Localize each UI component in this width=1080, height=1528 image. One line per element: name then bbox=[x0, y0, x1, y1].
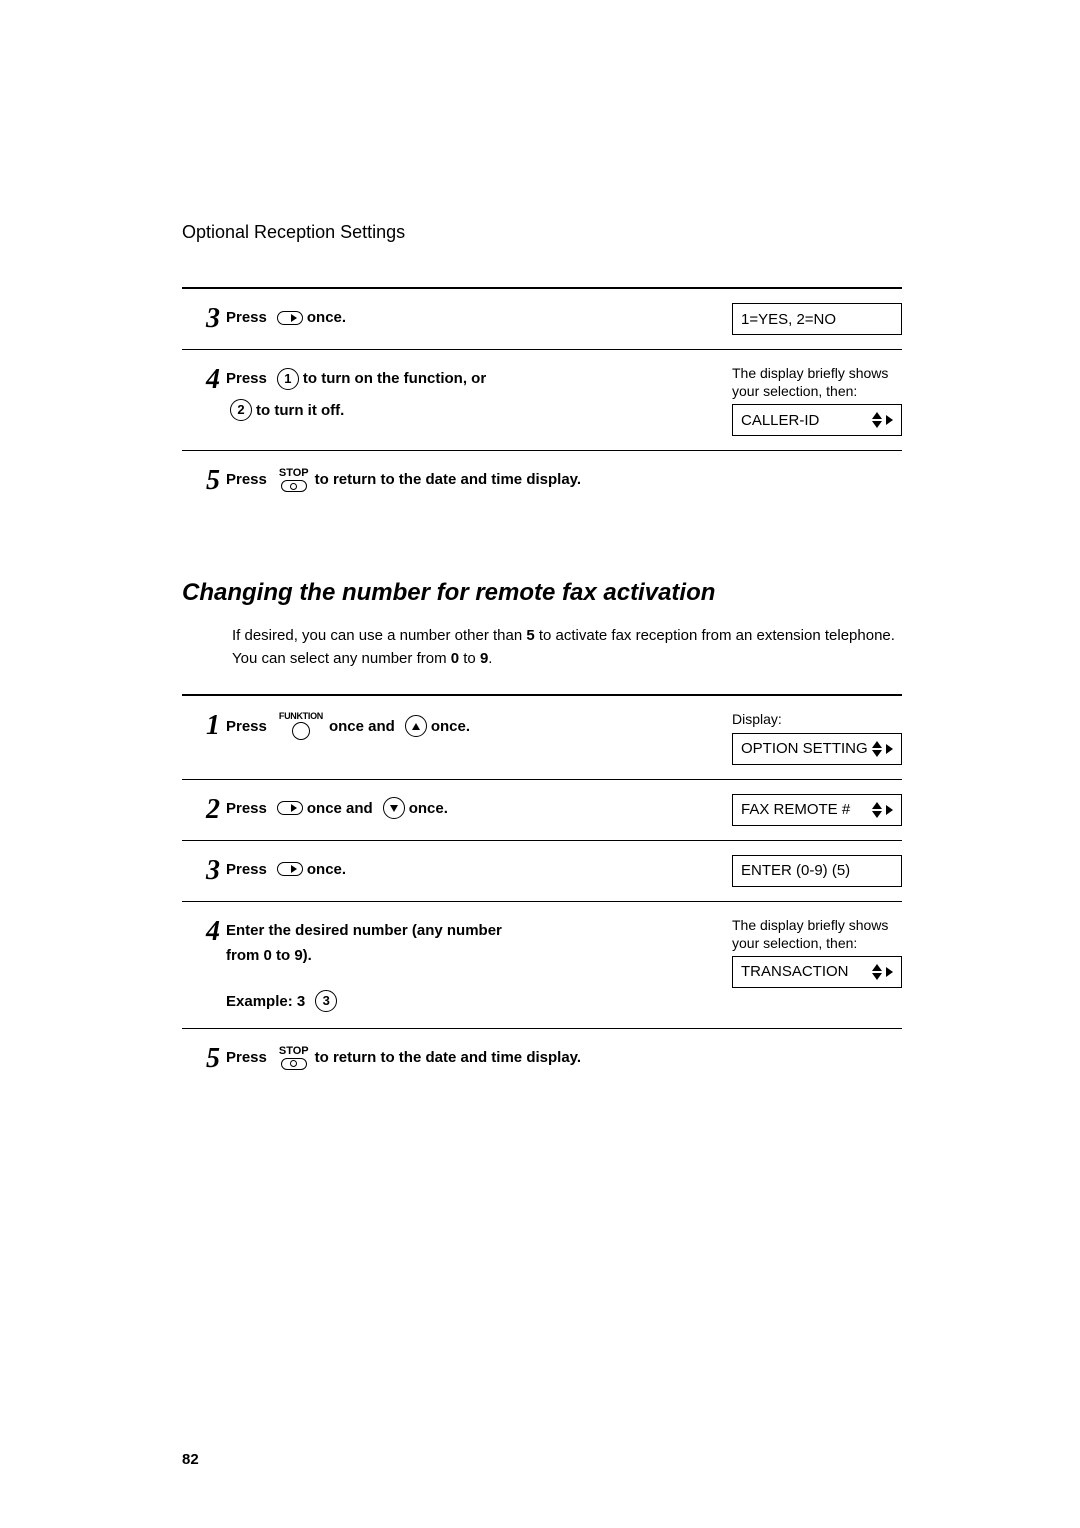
display-text: OPTION SETTING bbox=[741, 740, 868, 757]
display-text: FAX REMOTE # bbox=[741, 801, 850, 818]
key-3-icon: 3 bbox=[315, 990, 337, 1012]
right-arrow-button-icon bbox=[277, 311, 303, 325]
step-instruction: Press once and once. bbox=[226, 794, 454, 822]
nav-arrows-icon bbox=[872, 802, 893, 818]
step-row: 4 Press 1 to turn on the function, or 2 … bbox=[182, 350, 902, 450]
up-arrow-button-icon bbox=[405, 715, 427, 737]
step-row: 3 Press once. 1=YES, 2=NO bbox=[182, 289, 902, 349]
step-row: 2 Press once and once. FAX REMOTE # bbox=[182, 780, 902, 840]
nav-arrows-icon bbox=[872, 741, 893, 757]
step-instruction: Press 1 to turn on the function, or 2 to… bbox=[226, 364, 566, 423]
step-number: 1 bbox=[182, 710, 226, 740]
step-row: 5 Press STOP to return to the date and t… bbox=[182, 1029, 902, 1087]
display-box: OPTION SETTING bbox=[732, 733, 902, 765]
funktion-button-icon: FUNKTION bbox=[279, 712, 323, 740]
step-instruction: Press FUNKTION once and once. bbox=[226, 710, 476, 740]
display-box: CALLER-ID bbox=[732, 404, 902, 436]
step-instruction: Press STOP to return to the date and tim… bbox=[226, 1043, 587, 1071]
key-2-icon: 2 bbox=[230, 399, 252, 421]
display-text: ENTER (0-9) (5) bbox=[741, 862, 850, 879]
step-instruction: Press once. bbox=[226, 303, 352, 331]
display-box: ENTER (0-9) (5) bbox=[732, 855, 902, 887]
step-number: 5 bbox=[182, 465, 226, 495]
display-caption: The display briefly shows your selection… bbox=[732, 916, 902, 952]
display-text: TRANSACTION bbox=[741, 963, 849, 980]
step-row: 1 Press FUNKTION once and once. Display:… bbox=[182, 696, 902, 778]
step-instruction: Enter the desired number (any number fro… bbox=[226, 916, 566, 1015]
step-row: 5 Press STOP to return to the date and t… bbox=[182, 451, 902, 509]
step-number: 2 bbox=[182, 794, 226, 824]
step-number: 4 bbox=[182, 916, 226, 946]
step-row: 4 Enter the desired number (any number f… bbox=[182, 902, 902, 1029]
right-arrow-button-icon bbox=[277, 801, 303, 815]
display-box: FAX REMOTE # bbox=[732, 794, 902, 826]
page-number: 82 bbox=[182, 1451, 199, 1468]
down-arrow-button-icon bbox=[383, 797, 405, 819]
step-number: 5 bbox=[182, 1043, 226, 1073]
nav-arrows-icon bbox=[872, 964, 893, 980]
step-row: 3 Press once. ENTER (0-9) (5) bbox=[182, 841, 902, 901]
section-title: Changing the number for remote fax activ… bbox=[182, 579, 902, 607]
stop-button-icon: STOP bbox=[279, 1046, 309, 1070]
step-instruction: Press once. bbox=[226, 855, 352, 883]
right-arrow-button-icon bbox=[277, 862, 303, 876]
section-header: Optional Reception Settings bbox=[182, 222, 902, 243]
nav-arrows-icon bbox=[872, 412, 893, 428]
display-text: CALLER-ID bbox=[741, 412, 819, 429]
display-box: 1=YES, 2=NO bbox=[732, 303, 902, 335]
display-box: TRANSACTION bbox=[732, 956, 902, 988]
example-label: Example: 3 bbox=[226, 989, 305, 1015]
step-number: 3 bbox=[182, 855, 226, 885]
step-number: 4 bbox=[182, 364, 226, 394]
intro-paragraph: If desired, you can use a number other t… bbox=[232, 625, 902, 670]
key-1-icon: 1 bbox=[277, 368, 299, 390]
stop-button-icon: STOP bbox=[279, 468, 309, 492]
display-caption: Display: bbox=[732, 710, 902, 728]
step-instruction: Press STOP to return to the date and tim… bbox=[226, 465, 587, 493]
display-text: 1=YES, 2=NO bbox=[741, 311, 836, 328]
step-number: 3 bbox=[182, 303, 226, 333]
page-content: Optional Reception Settings 3 Press once… bbox=[182, 222, 902, 1087]
display-caption: The display briefly shows your selection… bbox=[732, 364, 902, 400]
